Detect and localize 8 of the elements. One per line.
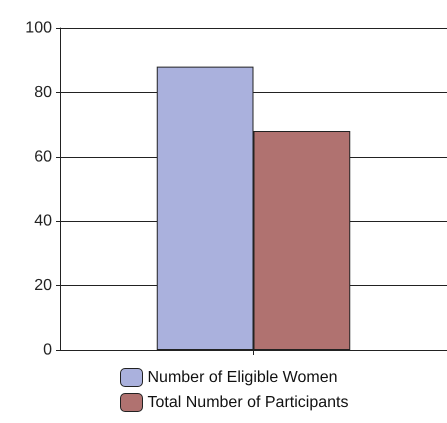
y-tick-label: 100 — [25, 20, 52, 36]
y-tick-label: 40 — [34, 212, 52, 230]
y-tick-label: 80 — [34, 84, 52, 101]
legend-label: Total Number of Participants — [148, 394, 348, 411]
legend-label: Number of Eligible Women — [148, 369, 338, 386]
y-tick-label: 20 — [34, 277, 52, 294]
y-tick-label: 0 — [43, 342, 52, 358]
y-tick-label: 60 — [34, 148, 52, 166]
